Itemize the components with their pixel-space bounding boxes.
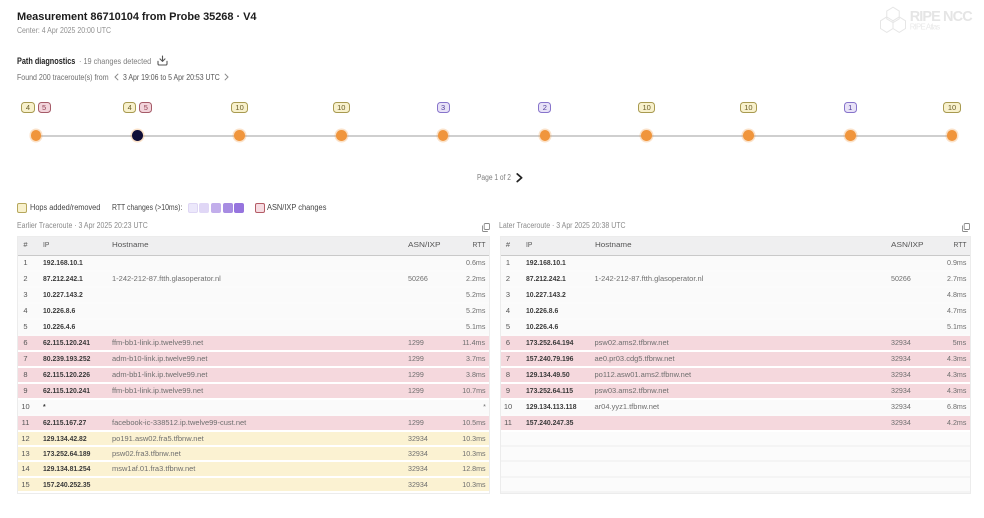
svg-text:RIPE Atlas: RIPE Atlas	[910, 23, 941, 32]
svg-text:RIPE NCC: RIPE NCC	[910, 9, 974, 25]
